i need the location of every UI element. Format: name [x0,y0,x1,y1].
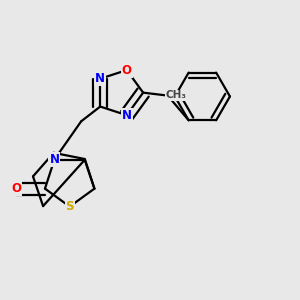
Text: N: N [122,109,132,122]
Text: N: N [95,72,105,85]
Text: S: S [65,200,74,213]
Text: CH₃: CH₃ [166,90,187,100]
Text: O: O [122,64,132,76]
Text: N: N [50,153,59,166]
Text: O: O [11,182,21,195]
